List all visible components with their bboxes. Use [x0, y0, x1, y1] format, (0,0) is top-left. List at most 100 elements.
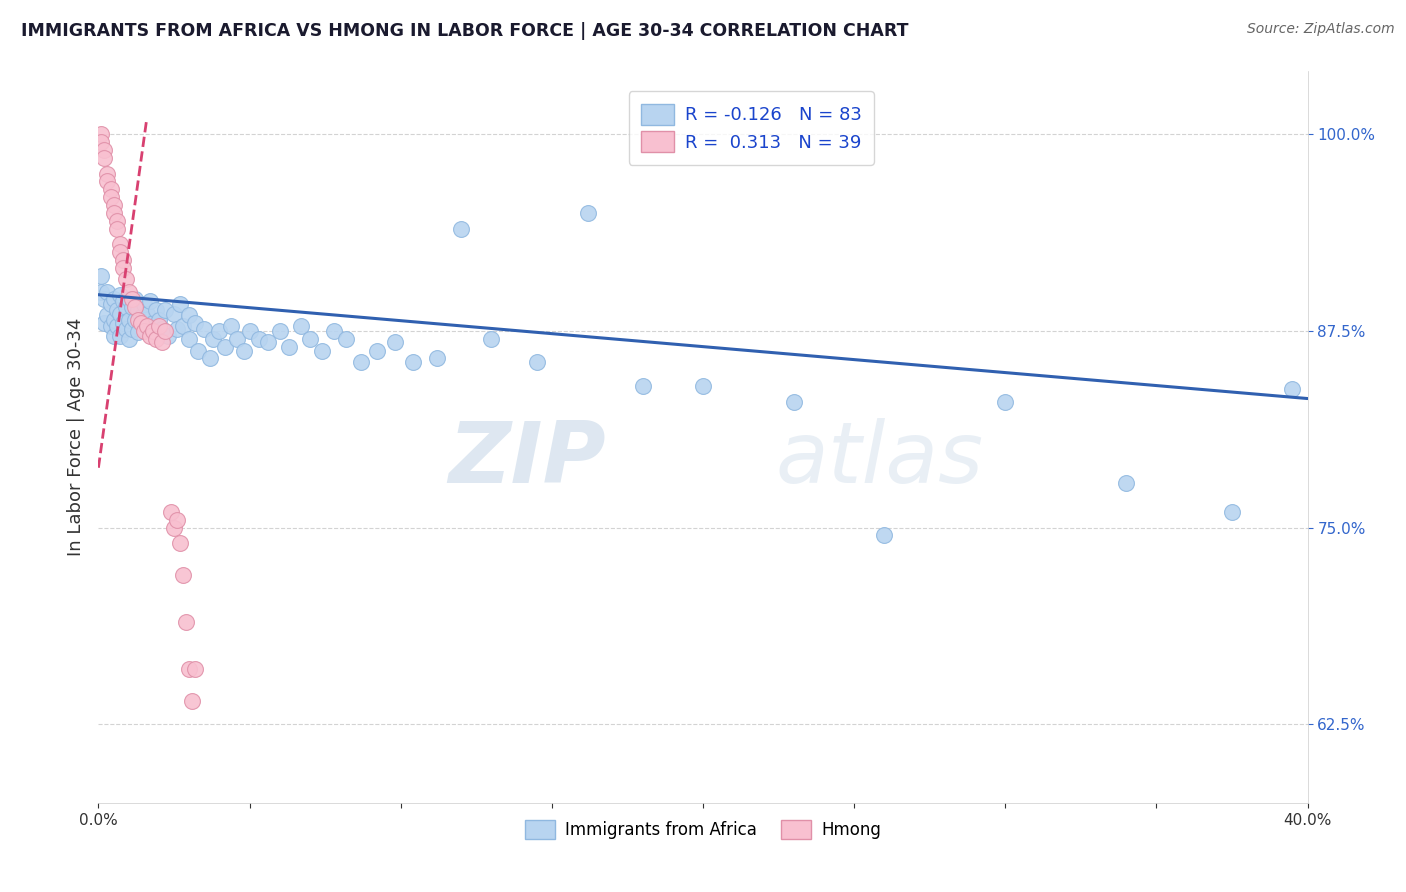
Point [184, 316, 207, 330]
Point [576, 206, 599, 220]
Point [93, 316, 115, 330]
Point [187, 344, 209, 359]
Point [181, 693, 204, 707]
Point [426, 351, 449, 365]
Point [179, 662, 201, 676]
Point [105, 214, 128, 228]
Point [124, 313, 146, 327]
Point [100, 319, 122, 334]
Point [172, 567, 194, 582]
Point [114, 322, 136, 336]
Point [239, 324, 262, 338]
Point [142, 324, 165, 338]
Point [90, 268, 112, 283]
Point [127, 326, 149, 340]
Text: Source: ZipAtlas.com: Source: ZipAtlas.com [1247, 22, 1395, 37]
Point [200, 351, 222, 365]
Point [93, 293, 115, 307]
Point [269, 324, 291, 338]
Point [692, 379, 714, 393]
Point [153, 303, 176, 318]
Point [1220, 505, 1243, 519]
Point [169, 536, 191, 550]
Point [214, 340, 236, 354]
Point [193, 322, 215, 336]
Point [96, 174, 118, 188]
Point [114, 272, 136, 286]
Point [90, 135, 112, 149]
Point [103, 206, 125, 220]
Point [174, 615, 197, 629]
Point [247, 332, 270, 346]
Point [129, 310, 152, 324]
Point [631, 379, 654, 393]
Point [93, 143, 115, 157]
Point [118, 313, 141, 327]
Point [96, 308, 118, 322]
Text: IMMIGRANTS FROM AFRICA VS HMONG IN LABOR FORCE | AGE 30-34 CORRELATION CHART: IMMIGRANTS FROM AFRICA VS HMONG IN LABOR… [21, 22, 908, 40]
Point [108, 328, 131, 343]
Point [1115, 476, 1137, 491]
Point [103, 328, 125, 343]
Point [96, 167, 118, 181]
Point [108, 287, 131, 301]
Point [232, 344, 254, 359]
Point [118, 293, 141, 307]
Point [100, 182, 122, 196]
Point [323, 324, 346, 338]
Point [145, 303, 167, 318]
Point [366, 344, 388, 359]
Point [402, 355, 425, 369]
Point [526, 355, 548, 369]
Point [172, 319, 194, 334]
Point [139, 328, 162, 343]
Point [150, 334, 173, 349]
Point [166, 322, 188, 336]
Point [114, 301, 136, 315]
Point [156, 328, 179, 343]
Point [132, 322, 155, 336]
Point [135, 319, 157, 334]
Point [994, 394, 1017, 409]
Point [148, 313, 170, 327]
Point [163, 520, 186, 534]
Point [166, 513, 188, 527]
Point [124, 293, 146, 307]
Legend: Immigrants from Africa, Hmong: Immigrants from Africa, Hmong [517, 814, 889, 846]
Point [481, 332, 503, 346]
Point [124, 301, 146, 315]
Point [105, 303, 128, 318]
Point [335, 332, 357, 346]
Point [145, 332, 167, 346]
Point [221, 319, 243, 334]
Point [111, 316, 134, 330]
Point [256, 334, 278, 349]
Point [111, 293, 134, 308]
Point [90, 285, 112, 299]
Point [226, 332, 249, 346]
Point [163, 307, 186, 321]
Point [153, 324, 176, 338]
Point [129, 316, 152, 330]
Point [121, 301, 143, 315]
Point [93, 151, 115, 165]
Point [160, 505, 183, 519]
Point [127, 303, 149, 318]
Point [873, 528, 896, 542]
Point [111, 253, 134, 268]
Point [350, 355, 373, 369]
Point [108, 307, 131, 321]
Point [132, 324, 155, 338]
Point [105, 221, 128, 235]
Point [184, 662, 207, 676]
Point [311, 344, 333, 359]
Point [111, 260, 134, 275]
Point [96, 285, 118, 299]
Point [139, 293, 162, 308]
Point [103, 198, 125, 212]
Point [150, 322, 173, 336]
Point [100, 297, 122, 311]
Point [783, 394, 806, 409]
Point [108, 237, 131, 252]
Point [290, 319, 312, 334]
